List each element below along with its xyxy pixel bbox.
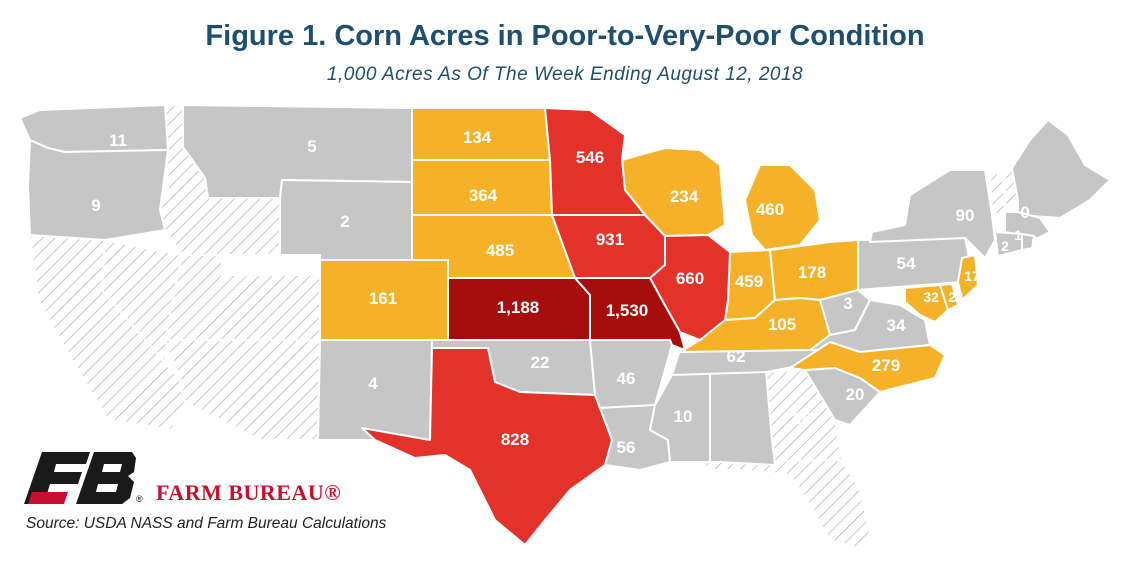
label-wi: 234 xyxy=(670,187,699,206)
state-or xyxy=(27,139,169,241)
label-al: 18 xyxy=(793,409,812,428)
state-mi xyxy=(744,164,821,251)
figure-title: Figure 1. Corn Acres in Poor-to-Very-Poo… xyxy=(205,20,925,52)
label-tn: 62 xyxy=(727,347,746,366)
label-sc: 20 xyxy=(846,385,865,404)
state-az xyxy=(164,339,321,441)
label-pa: 54 xyxy=(897,254,916,273)
state-ky xyxy=(679,297,831,353)
label-or: 9 xyxy=(91,196,100,215)
label-ok: 22 xyxy=(531,353,550,372)
label-mn: 546 xyxy=(576,148,604,167)
label-ms: 10 xyxy=(674,407,693,426)
label-md: 32 xyxy=(923,289,939,305)
label-ky: 105 xyxy=(768,315,796,334)
label-ks: 1,188 xyxy=(497,298,540,317)
state-nj xyxy=(957,254,979,301)
label-nc: 279 xyxy=(872,356,900,375)
label-mo: 1,530 xyxy=(606,301,649,320)
label-nd: 134 xyxy=(463,128,492,147)
label-ny: 90 xyxy=(956,206,975,225)
label-in: 459 xyxy=(735,272,763,291)
label-ma: 2 xyxy=(1001,238,1009,254)
label-la: 56 xyxy=(617,438,636,457)
label-de: 24 xyxy=(948,289,964,305)
state-tx xyxy=(361,347,613,546)
state-mo xyxy=(574,277,686,351)
label-tx: 828 xyxy=(501,430,529,449)
label-oh: 178 xyxy=(798,263,826,282)
farm-bureau-brand-name: FARM BUREAU® xyxy=(156,480,342,505)
state-nv xyxy=(101,239,183,381)
state-al xyxy=(709,371,776,466)
state-ri xyxy=(1021,233,1035,251)
label-wy: 2 xyxy=(340,212,349,231)
source-note: Source: USDA NASS and Farm Bureau Calcul… xyxy=(26,515,387,532)
label-wv: 3 xyxy=(843,294,852,313)
label-co: 161 xyxy=(369,289,397,308)
state-de xyxy=(939,283,959,311)
state-mn xyxy=(544,107,646,216)
label-nj: 17 xyxy=(964,268,980,284)
state-me xyxy=(1011,119,1111,219)
label-ne: 485 xyxy=(486,241,514,260)
label-ia: 931 xyxy=(596,230,624,249)
state-fl xyxy=(704,459,871,549)
label-il: 660 xyxy=(676,269,704,288)
state-vt xyxy=(989,171,1006,216)
label-sd: 364 xyxy=(469,186,498,205)
state-ny xyxy=(869,169,996,259)
svg-text:®: ® xyxy=(136,494,143,504)
state-ut xyxy=(164,254,321,341)
label-va: 34 xyxy=(887,316,906,335)
label-wa: 11 xyxy=(109,131,127,150)
farm-bureau-logo-icon: ® xyxy=(24,452,143,504)
label-ct: 1 xyxy=(1014,227,1022,243)
label-mi: 460 xyxy=(756,200,784,219)
label-me: 0 xyxy=(1020,203,1029,222)
label-nm: 4 xyxy=(368,374,378,393)
state-nc xyxy=(789,341,946,393)
figure-subtitle: 1,000 Acres As Of The Week Ending August… xyxy=(326,64,804,85)
label-mt: 5 xyxy=(307,137,316,156)
state-nh xyxy=(1004,167,1019,213)
label-ar: 46 xyxy=(617,369,636,388)
